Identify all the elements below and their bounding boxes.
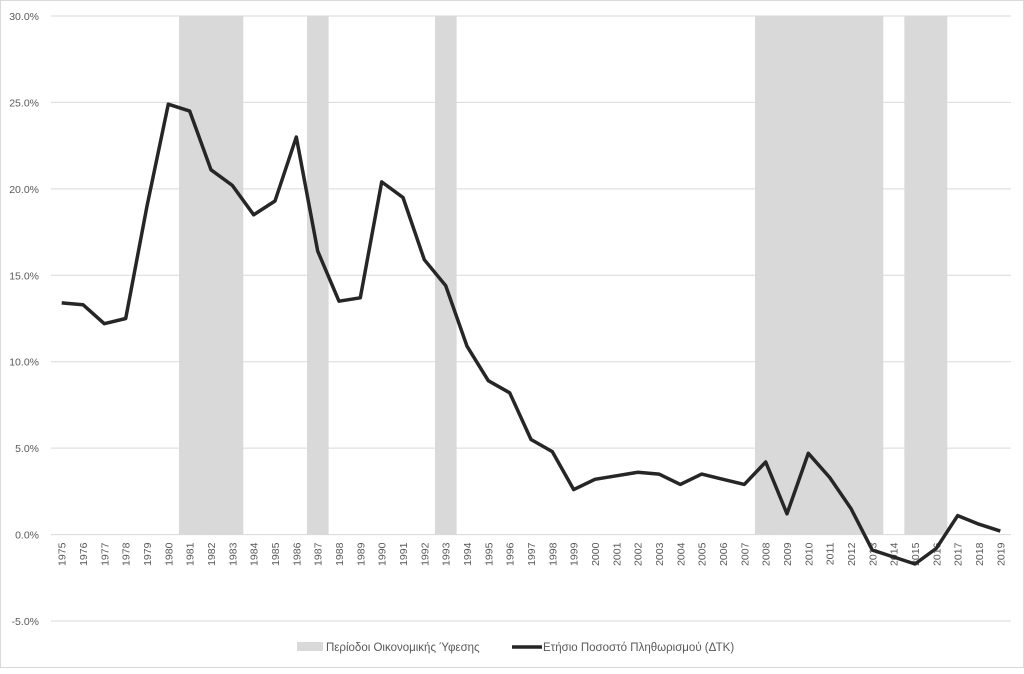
- x-tick-label: 1988: [334, 542, 346, 566]
- x-tick-label: 1989: [355, 542, 367, 566]
- y-tick-label: 10.0%: [9, 357, 39, 369]
- x-tick-label: 1979: [142, 542, 154, 566]
- x-tick-label: 2006: [718, 542, 730, 566]
- x-tick-label: 2017: [953, 542, 965, 566]
- y-axis-ticks: -5.0% 0.0% 5.0% 10.0% 15.0% 20.0% 25.0% 30.0%: [9, 11, 39, 628]
- x-tick-label: 1998: [547, 542, 559, 566]
- x-tick-label: 2004: [675, 542, 687, 566]
- x-tick-label: 1980: [163, 542, 175, 566]
- x-tick-label: 1990: [377, 542, 389, 566]
- x-tick-label: 1987: [313, 542, 325, 566]
- y-tick-label: 15.0%: [9, 270, 39, 282]
- x-tick-label: 1977: [99, 542, 111, 566]
- x-tick-label: 2001: [611, 542, 623, 566]
- x-tick-label: 1993: [441, 542, 453, 566]
- y-tick-label: 25.0%: [9, 97, 39, 109]
- x-tick-label: 1984: [249, 542, 261, 566]
- y-tick-label: 0.0%: [15, 530, 39, 542]
- x-tick-label: 2010: [803, 542, 815, 566]
- x-tick-label: 2002: [633, 542, 645, 566]
- x-tick-label: 2019: [995, 542, 1007, 566]
- x-tick-label: 1976: [78, 542, 90, 566]
- x-tick-label: 1985: [270, 542, 282, 566]
- y-tick-label: 30.0%: [9, 11, 39, 23]
- legend-swatch-recession: [297, 642, 323, 651]
- y-tick-label: 20.0%: [9, 184, 39, 196]
- x-tick-label: 2007: [739, 542, 751, 566]
- x-tick-label: 2005: [697, 542, 709, 566]
- x-tick-label: 1997: [526, 542, 538, 566]
- x-tick-label: 1995: [483, 542, 495, 566]
- x-tick-label: 1986: [291, 542, 303, 566]
- x-tick-label: 1982: [206, 542, 218, 566]
- x-tick-label: 1978: [121, 542, 133, 566]
- x-tick-label: 1994: [462, 542, 474, 566]
- x-tick-label: 2000: [590, 542, 602, 566]
- x-tick-label: 1999: [569, 542, 581, 566]
- legend: Περίοδοι Οικονομικής Ύφεσης Ετήσιο Ποσοσ…: [297, 642, 734, 654]
- x-tick-label: 2008: [761, 542, 773, 566]
- x-tick-label: 1975: [57, 542, 69, 566]
- x-tick-label: 2012: [846, 542, 858, 566]
- x-axis-ticks: 1975 1976 1977 1978 1979 1980 1981 1982 1983 1984…: [57, 542, 1008, 566]
- x-tick-label: 1996: [505, 542, 517, 566]
- x-tick-label: 1992: [419, 542, 431, 566]
- legend-label-recession: Περίοδοι Οικονομικής Ύφεσης: [326, 642, 480, 654]
- y-tick-label: 5.0%: [15, 443, 39, 455]
- x-tick-label: 1983: [227, 542, 239, 566]
- x-tick-label: 1991: [398, 542, 410, 566]
- x-tick-label: 2003: [654, 542, 666, 566]
- legend-label-inflation: Ετήσιο Ποσοστό Πληθωρισμού (ΔΤΚ): [543, 642, 734, 654]
- x-tick-label: 1981: [185, 542, 197, 566]
- x-tick-label: 2011: [825, 542, 837, 565]
- y-tick-label: -5.0%: [12, 616, 39, 628]
- x-tick-label: 2018: [974, 542, 986, 566]
- x-tick-label: 2009: [782, 542, 794, 566]
